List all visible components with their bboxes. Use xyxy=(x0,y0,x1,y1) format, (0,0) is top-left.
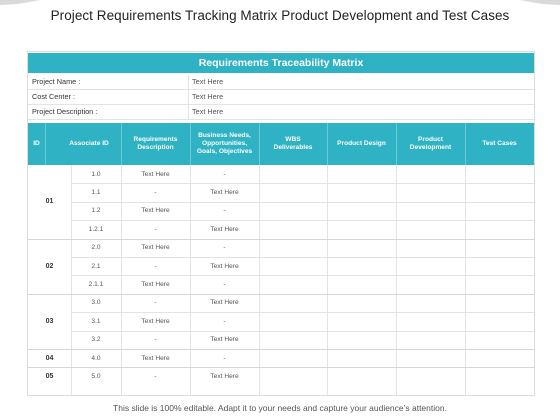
group-divider xyxy=(28,239,534,240)
column-divider xyxy=(396,165,397,395)
table-header-row: ID Associate ID Requirements Description… xyxy=(28,123,534,165)
associate-id-cell: 3.1 xyxy=(91,317,101,325)
row-divider xyxy=(71,257,534,258)
info-value: Text Here xyxy=(192,92,224,101)
business-needs-cell: - xyxy=(223,244,226,252)
business-needs-cell: - xyxy=(223,354,226,362)
matrix-frame xyxy=(27,51,535,396)
associate-id-cell: 3.0 xyxy=(91,299,101,307)
matrix-banner: Requirements Traceability Matrix xyxy=(28,53,534,73)
column-header-test-cases: Test Cases xyxy=(482,140,517,147)
group-id-cell: 04 xyxy=(45,354,54,362)
column-header-product-design: Product Design xyxy=(337,140,386,147)
info-label: Project Name : xyxy=(32,77,81,86)
column-divider xyxy=(327,165,328,395)
header-divider xyxy=(190,123,191,165)
column-header-associate-id: Associate ID xyxy=(69,140,109,147)
column-divider xyxy=(121,165,122,395)
associate-id-cell: 1.1 xyxy=(91,189,101,197)
column-header-requirements-description: Requirements Description xyxy=(133,136,178,151)
group-divider xyxy=(28,367,534,368)
column-divider xyxy=(71,165,72,395)
row-divider xyxy=(71,220,534,221)
group-id-cell: 05 xyxy=(45,373,54,381)
row-divider xyxy=(71,275,534,276)
header-divider xyxy=(259,123,260,165)
row-divider xyxy=(71,202,534,203)
info-value: Text Here xyxy=(192,77,224,86)
requirements-cell: - xyxy=(154,189,157,197)
column-divider xyxy=(465,165,466,395)
associate-id-cell: 4.0 xyxy=(91,354,101,362)
group-id-cell: 01 xyxy=(45,198,54,206)
business-needs-cell: Text Here xyxy=(210,336,239,344)
slide-corner-decoration xyxy=(0,0,560,6)
column-header-product-development: Product Development xyxy=(409,136,452,151)
info-divider xyxy=(188,90,189,104)
column-divider xyxy=(259,165,260,395)
requirements-cell: - xyxy=(154,336,157,344)
info-row-cost-center: Cost Center : Text Here xyxy=(28,90,534,105)
info-divider xyxy=(188,75,189,89)
header-divider xyxy=(45,123,46,165)
associate-id-cell: 1.2.1 xyxy=(88,225,104,233)
group-divider xyxy=(28,349,534,350)
info-label: Project Description : xyxy=(32,107,98,116)
row-divider xyxy=(71,183,534,184)
associate-id-cell: 1.2 xyxy=(91,207,101,215)
business-needs-cell: Text Here xyxy=(210,189,239,197)
requirements-cell: - xyxy=(154,373,157,381)
column-header-business-needs: Business Needs, Opportunities, Goals, Ob… xyxy=(196,132,253,155)
associate-id-cell: 2.1.1 xyxy=(88,281,104,289)
group-divider xyxy=(28,294,534,295)
info-row-project-description: Project Description : Text Here xyxy=(28,105,534,120)
info-divider xyxy=(188,105,189,119)
requirements-cell: Text Here xyxy=(141,317,170,325)
requirements-cell: Text Here xyxy=(141,354,170,362)
associate-id-cell: 2.1 xyxy=(91,262,101,270)
business-needs-cell: - xyxy=(223,281,226,289)
associate-id-cell: 1.0 xyxy=(91,170,101,178)
column-header-id: ID xyxy=(33,140,40,147)
header-divider xyxy=(396,123,397,165)
info-value: Text Here xyxy=(192,107,224,116)
requirements-cell: - xyxy=(154,262,157,270)
business-needs-cell: Text Here xyxy=(210,262,239,270)
associate-id-cell: 5.0 xyxy=(91,373,101,381)
row-divider xyxy=(71,331,534,332)
associate-id-cell: 2.0 xyxy=(91,244,101,252)
group-id-cell: 03 xyxy=(45,317,54,325)
info-label: Cost Center : xyxy=(32,92,75,101)
requirements-cell: Text Here xyxy=(141,170,170,178)
requirements-cell: Text Here xyxy=(141,281,170,289)
requirements-cell: - xyxy=(154,299,157,307)
business-needs-cell: - xyxy=(223,207,226,215)
group-id-cell: 02 xyxy=(45,262,54,270)
column-divider xyxy=(190,165,191,395)
info-row-project-name: Project Name : Text Here xyxy=(28,75,534,90)
header-divider xyxy=(327,123,328,165)
page-title: Project Requirements Tracking Matrix Pro… xyxy=(50,8,510,23)
associate-id-cell: 3.2 xyxy=(91,336,101,344)
business-needs-cell: Text Here xyxy=(210,299,239,307)
header-divider xyxy=(465,123,466,165)
requirements-cell: Text Here xyxy=(141,244,170,252)
requirements-cell: - xyxy=(154,225,157,233)
requirements-cell: Text Here xyxy=(141,207,170,215)
slide-footer-note: This slide is 100% editable. Adapt it to… xyxy=(113,403,447,413)
column-header-wbs-deliverables: WBS Deliverables xyxy=(273,136,313,151)
business-needs-cell: - xyxy=(223,170,226,178)
traceability-table-body: 1.0 Text Here - 1.1 - Text Here 1.2 Text Here - 1… xyxy=(28,165,534,395)
row-divider xyxy=(71,312,534,313)
header-divider xyxy=(121,123,122,165)
business-needs-cell: Text Here xyxy=(210,373,239,381)
business-needs-cell: - xyxy=(223,317,226,325)
business-needs-cell: Text Here xyxy=(210,225,239,233)
